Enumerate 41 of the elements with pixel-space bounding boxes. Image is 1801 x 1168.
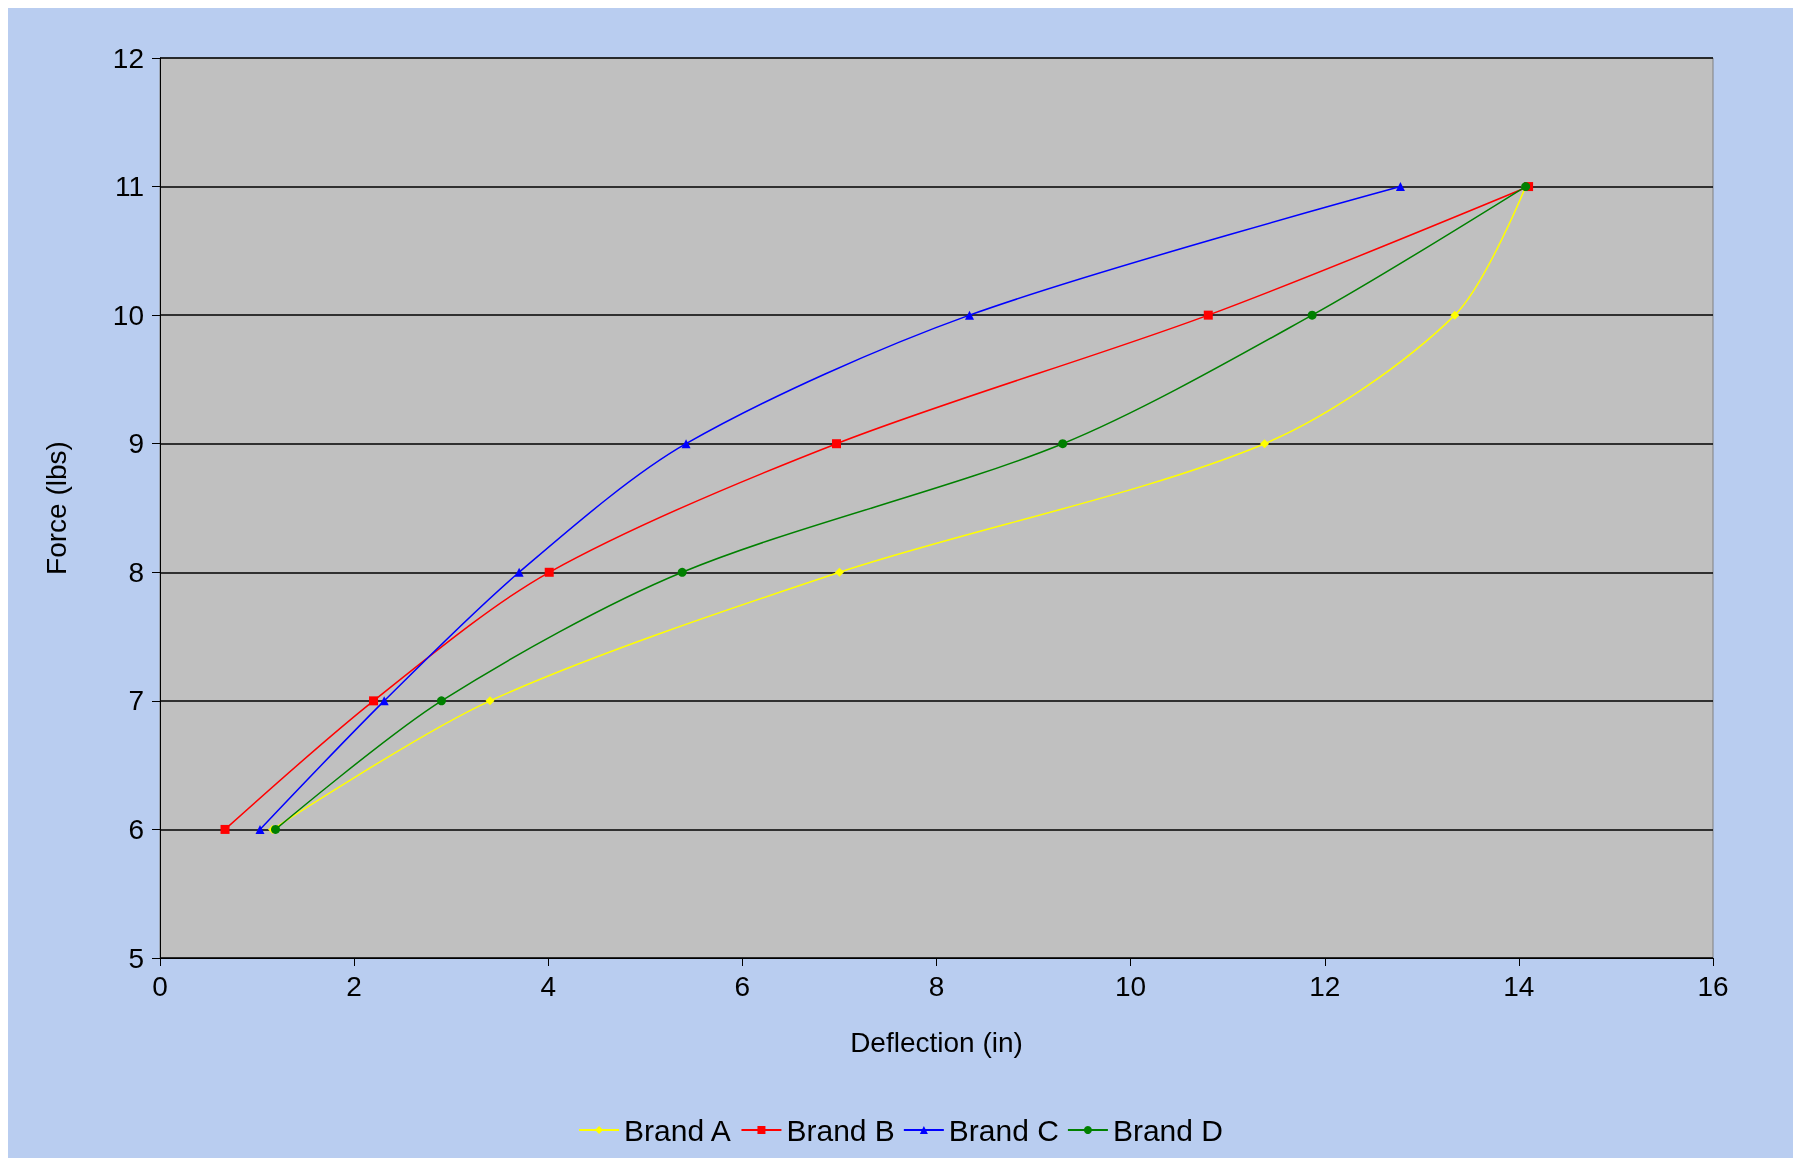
- point: [436, 696, 446, 706]
- y-tick-label: 7: [128, 685, 144, 717]
- point: [1203, 310, 1213, 320]
- point: [485, 696, 495, 706]
- y-tick-label: 11: [114, 171, 144, 203]
- point: [681, 439, 691, 449]
- y-tick-label: 8: [128, 556, 144, 588]
- point: [1450, 310, 1460, 320]
- x-tick-label: 8: [928, 970, 945, 1002]
- x-tick-label: 12: [1309, 970, 1341, 1002]
- point: [220, 824, 230, 834]
- point: [834, 567, 844, 577]
- point: [369, 696, 379, 706]
- x-tick-label: 6: [734, 970, 751, 1002]
- legend-label: Brand C: [948, 1113, 1059, 1147]
- x-tick-label: 16: [1697, 970, 1729, 1002]
- point: [832, 439, 842, 449]
- x-axis-title: Deflection (in): [850, 1026, 1023, 1058]
- x-tick-label: 0: [152, 970, 168, 1002]
- point: [1260, 439, 1270, 449]
- point: [1058, 439, 1068, 449]
- x-tick-label: 4: [540, 970, 557, 1002]
- point: [1307, 310, 1317, 320]
- x-tick-label: 14: [1503, 970, 1535, 1002]
- point: [965, 310, 974, 320]
- x-tick-label: 2: [346, 970, 362, 1002]
- point: [1395, 182, 1405, 192]
- y-tick-label: 12: [112, 42, 144, 74]
- legend-label: Brand D: [1112, 1113, 1223, 1147]
- legend-label: Brand B: [786, 1113, 895, 1147]
- point: [677, 567, 687, 577]
- y-tick-label: 5: [128, 942, 144, 974]
- point: [255, 824, 265, 834]
- y-tick-label: 10: [112, 299, 144, 331]
- y-axis-title: Force (lbs): [40, 441, 72, 575]
- y-tick-label: 9: [128, 428, 144, 460]
- point: [544, 567, 554, 577]
- point: [514, 567, 524, 577]
- y-tick-label: 6: [128, 813, 144, 845]
- legend-label: Brand A: [624, 1113, 731, 1147]
- x-tick-label: 10: [1115, 970, 1147, 1002]
